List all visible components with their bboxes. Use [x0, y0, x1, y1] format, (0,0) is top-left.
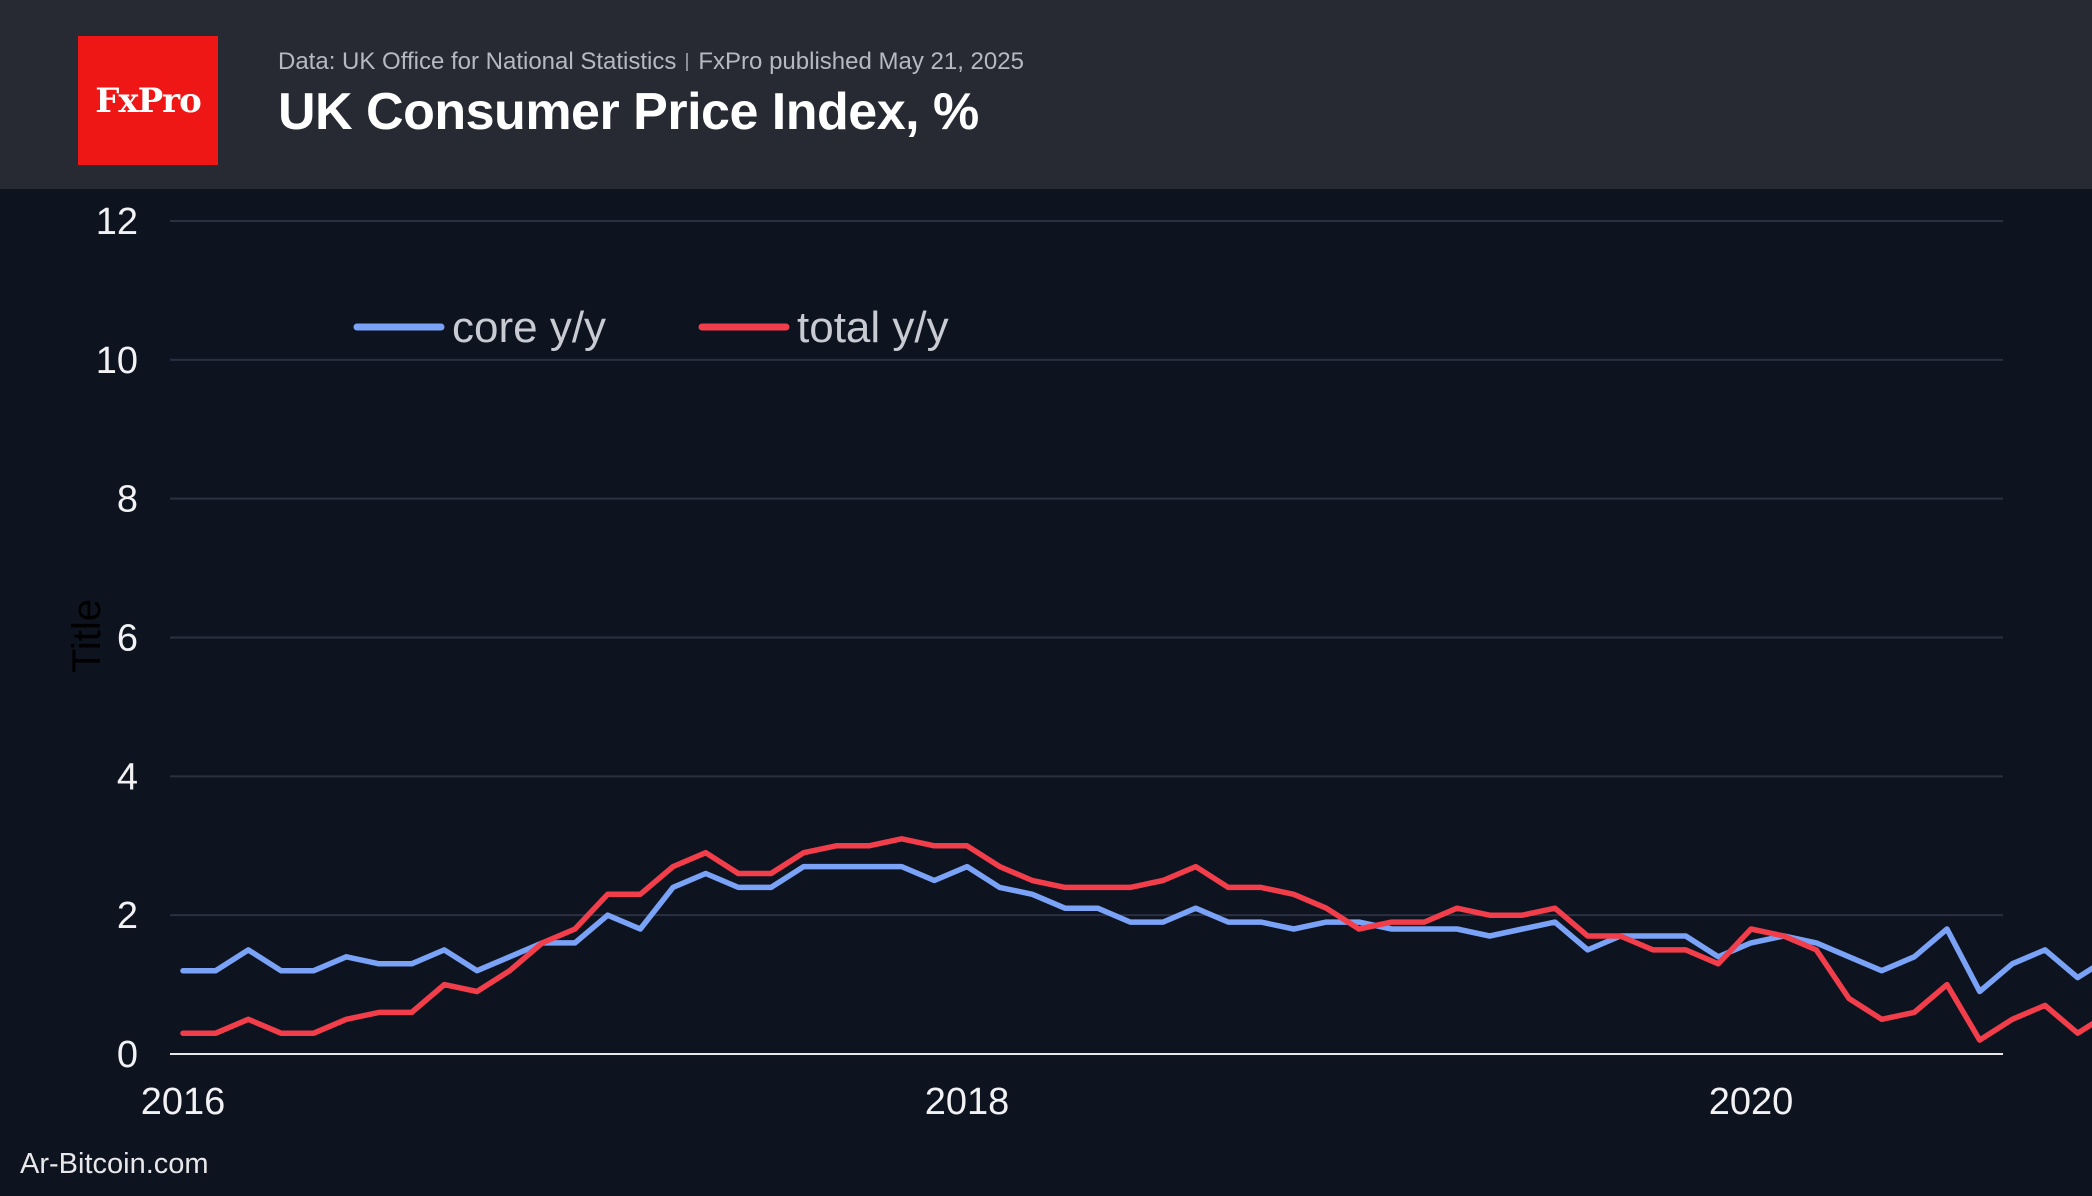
header-bar: FxPro Data: UK Office for National Stati… [0, 0, 2092, 189]
y-tick-label: 6 [117, 618, 138, 660]
y-tick-label: 8 [117, 479, 138, 521]
legend-label: total y/y [797, 303, 949, 352]
x-tick-label: 2018 [925, 1081, 1010, 1123]
y-tick-label: 4 [117, 756, 138, 798]
fxpro-logo: FxPro [78, 36, 218, 165]
x-tick-label: 2020 [1709, 1081, 1794, 1123]
series-line-core-y-y [180, 863, 2092, 995]
y-axis-label: Title [65, 599, 109, 673]
y-tick-label: 12 [96, 201, 138, 243]
chart-title: UK Consumer Price Index, % [278, 83, 979, 141]
legend-label: core y/y [452, 303, 606, 352]
y-tick-label: 10 [96, 340, 138, 382]
source-line: Data: UK Office for National Statistics F… [278, 48, 1024, 76]
separator [686, 53, 689, 71]
data-source: Data: UK Office for National Statistics [278, 48, 677, 75]
watermark: Ar-Bitcoin.com [20, 1148, 209, 1180]
y-tick-label: 0 [117, 1034, 138, 1076]
x-tick-label: 2016 [141, 1081, 226, 1123]
series-line-total-y-y [180, 836, 2092, 1043]
logo-text: FxPro [95, 80, 202, 121]
y-tick-label: 2 [117, 895, 138, 937]
published-date: FxPro published May 21, 2025 [698, 48, 1024, 75]
